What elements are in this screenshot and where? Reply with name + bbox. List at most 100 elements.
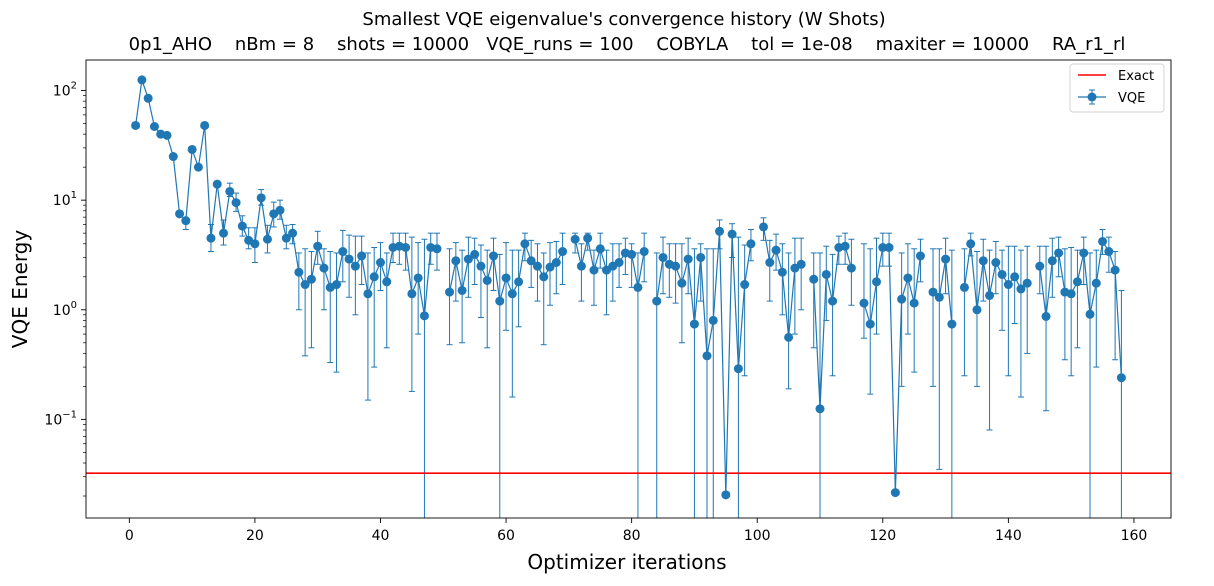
vqe-point [727,229,737,239]
x-tick-label: 80 [623,528,641,544]
vqe-point [1041,311,1051,321]
vqe-point [909,298,919,308]
y-tick-exponent: 0 [71,300,77,311]
vqe-line-segment [656,257,664,302]
vqe-line-segment [744,243,752,285]
vqe-point [1116,373,1126,383]
vqe-point [872,277,882,287]
vqe-point [1066,289,1076,299]
vqe-point [262,234,272,244]
vqe-point [589,265,599,275]
vqe-line-segment [574,239,582,267]
vqe-point [193,162,203,172]
vqe-point [558,247,568,257]
vqe-line-segment [291,233,300,273]
vqe-line-segment [700,257,708,356]
vqe-point [903,273,913,283]
vqe-point [432,244,442,254]
vqe-line-segment [335,251,344,285]
chart-subtitle: 0p1_AHO nBm = 8 shots = 10000 VQE_runs =… [129,34,1126,55]
vqe-point [250,239,260,249]
vqe-point [583,233,593,243]
vqe-point [382,277,392,287]
vqe-point [966,239,976,249]
vqe-point [413,273,423,283]
vqe-point [1085,309,1095,319]
legend: Exact VQE [1069,63,1165,113]
vqe-point [689,319,699,329]
vqe-point [489,251,499,261]
vqe-point [928,287,938,297]
vqe-point [520,239,530,249]
x-tick-label: 160 [1121,528,1148,544]
vqe-point [375,257,385,267]
x-tick-label: 20 [246,528,264,544]
vqe-point [771,245,781,255]
vqe-line-segment [825,274,834,302]
vqe-point [313,241,323,251]
vqe-point [137,75,147,85]
vqe-line-segment [361,255,369,294]
vqe-point [815,404,825,414]
vqe-line-segment [693,257,702,325]
vqe-point [350,261,360,271]
vqe-line-segment [417,277,426,316]
vqe-point [470,249,480,259]
vqe-line-segment [781,272,790,338]
vqe-point [1072,277,1082,287]
y-tick-label: 100 [53,300,77,319]
vqe-point [1016,284,1026,294]
y-tick-base: 10 [44,412,62,428]
y-tick-label: 10−1 [44,409,77,428]
vqe-line-segment [976,260,984,310]
vqe-point [991,257,1001,267]
vqe-point [545,262,555,272]
vqe-line-segment [135,79,143,126]
vqe-point [275,205,285,215]
vqe-point [300,280,310,290]
vqe-point [219,228,229,238]
vqe-line-segment [813,279,821,409]
vqe-point [256,193,266,203]
vqe-point [784,332,794,342]
vqe-line-segment [1083,252,1091,315]
vqe-point [162,130,172,140]
y-tick-label: 102 [53,81,77,100]
vqe-point [175,209,185,219]
y-axis-label: VQE Energy [8,230,32,349]
vqe-point [972,305,982,315]
vqe-point [212,179,222,189]
vqe-line-segment [254,197,262,244]
y-tick-exponent: −1 [62,409,77,420]
vqe-line-segment [988,262,997,296]
x-tick-label: 0 [125,528,134,544]
vqe-line-segment [204,125,212,239]
vqe-point [652,296,662,306]
vqe-point [131,120,141,130]
y-tick-exponent: 2 [71,81,77,92]
vqe-points [131,75,1126,500]
vqe-point [357,251,367,261]
vqe-point [476,261,486,271]
vqe-line-segment [737,284,746,369]
vqe-point [840,241,850,251]
vqe-point [997,269,1007,279]
vqe-point [168,152,178,162]
x-tick-label: 60 [497,528,515,544]
vqe-line-segment [518,243,526,282]
vqe-line-segment [1045,260,1053,317]
vqe-point [1054,248,1064,258]
vqe-point [507,289,517,299]
vqe-point [721,490,731,500]
legend-vqe-marker [1087,92,1097,102]
vqe-point [1104,247,1114,257]
vqe-point [1091,278,1101,288]
vqe-line-segment [788,268,796,338]
vqe-line-segment [386,247,394,282]
vqe-point [915,251,925,261]
vqe-point [985,290,995,300]
vqe-point [846,263,856,273]
y-tick-label: 101 [53,190,77,209]
vqe-line-segment [944,259,953,325]
vqe-point [639,247,649,257]
